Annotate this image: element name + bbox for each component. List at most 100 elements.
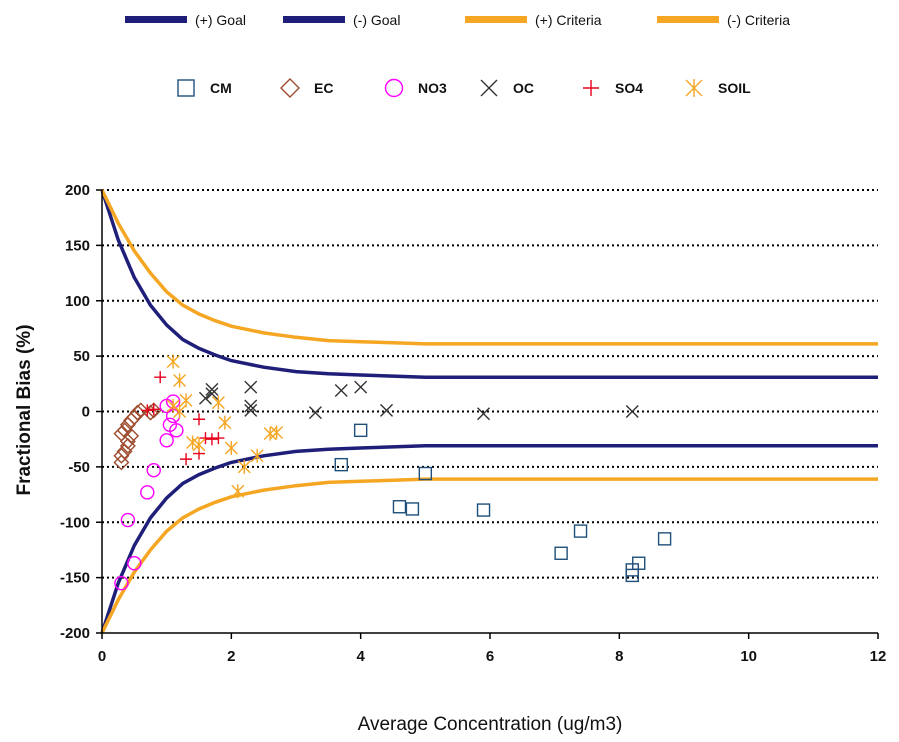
- x-axis-title: Average Concentration (ug/m3): [358, 714, 623, 735]
- legend-label-oc: OC: [513, 80, 534, 96]
- x-tick-label: 10: [740, 648, 757, 665]
- y-tick-label: -50: [68, 459, 90, 476]
- point-so4: [212, 432, 225, 445]
- y-tick-label: -150: [60, 570, 90, 587]
- point-so4: [193, 413, 205, 426]
- point-so4: [199, 432, 212, 445]
- point-soil: [166, 354, 180, 369]
- data-points: [113, 354, 672, 591]
- y-tick-label: -200: [60, 625, 90, 642]
- y-tick-label: 50: [73, 348, 90, 365]
- point-cm: [573, 524, 588, 538]
- point-so4: [147, 403, 160, 416]
- point-ec: [116, 422, 133, 439]
- x-tick-label: 8: [615, 648, 623, 665]
- point-soil: [192, 437, 206, 452]
- point-so4: [154, 371, 167, 384]
- legend: (+) Goal (-) Goal (+) Criteria (-) Criteria…: [125, 12, 790, 98]
- point-ec: [132, 402, 149, 419]
- series-cm: [334, 423, 672, 583]
- legend-label-line: (-) Goal: [353, 12, 400, 28]
- line-criteria: [100, 189, 878, 346]
- point-oc: [477, 407, 491, 421]
- y-tick-label: 0: [82, 404, 90, 421]
- legend-label-line: (+) Goal: [195, 12, 246, 28]
- legend-swatch-line: [465, 16, 527, 23]
- legend-swatch-line: [283, 16, 345, 23]
- legend-swatch-line: [657, 16, 719, 23]
- point-oc: [380, 403, 394, 417]
- point-ec: [113, 447, 130, 464]
- point-no3: [120, 512, 136, 528]
- point-no3: [146, 462, 161, 478]
- y-tick-label: 100: [65, 293, 90, 310]
- y-axis-title: Fractional Bias (%): [14, 324, 35, 495]
- point-soil: [231, 484, 245, 499]
- point-cm: [405, 502, 420, 516]
- point-cm: [353, 423, 368, 438]
- y-tick-label: 200: [65, 182, 90, 199]
- x-tick-label: 2: [227, 648, 235, 665]
- x-tick-label: 4: [356, 648, 365, 665]
- point-cm: [418, 466, 433, 481]
- point-so4: [180, 453, 193, 466]
- x-tick-label: 0: [98, 648, 106, 665]
- point-ec: [123, 427, 140, 444]
- legend-marker-no3: [384, 78, 404, 98]
- legend-label-no3: NO3: [418, 80, 447, 96]
- x-tick-label: 6: [486, 648, 494, 665]
- legend-label-cm: CM: [210, 80, 232, 96]
- legend-marker-ec: [280, 78, 300, 98]
- point-oc: [334, 383, 348, 397]
- legend-label-so4: SO4: [615, 80, 643, 96]
- point-oc: [244, 399, 258, 413]
- grid: [102, 189, 878, 579]
- point-soil: [179, 393, 193, 408]
- legend-swatch-line: [125, 16, 187, 23]
- point-no3: [114, 575, 129, 591]
- point-soil: [237, 459, 251, 474]
- tick-labels: 0 2 4 6 8 10 12 200 150 100 50 0 -50 -100 -150 -200: [60, 182, 886, 665]
- point-so4: [205, 433, 218, 446]
- legend-label-line: (-) Criteria: [727, 12, 790, 28]
- point-soil: [263, 426, 277, 441]
- point-no3: [162, 417, 178, 432]
- point-no3: [127, 556, 142, 571]
- point-oc: [198, 391, 212, 405]
- legend-marker-cm: [177, 79, 195, 97]
- y-tick-label: 150: [65, 237, 90, 254]
- series-soil: [166, 354, 284, 499]
- point-so4: [141, 404, 154, 417]
- point-ec: [113, 454, 130, 471]
- series-ec: [113, 402, 162, 471]
- point-cm: [632, 556, 646, 570]
- point-soil: [218, 415, 232, 430]
- point-oc: [308, 406, 322, 420]
- point-oc: [625, 405, 639, 418]
- point-ec: [113, 425, 130, 442]
- legend-label-line: (+) Criteria: [535, 12, 602, 28]
- x-tick-label: 12: [870, 648, 887, 665]
- legend-marker-soil: [685, 79, 703, 97]
- point-cm: [334, 457, 348, 472]
- point-soil: [224, 441, 238, 456]
- point-no3: [140, 485, 155, 500]
- point-cm: [392, 500, 407, 514]
- legend-label-soil: SOIL: [718, 80, 751, 96]
- criteria-goal-lines: [100, 189, 878, 634]
- point-soil: [211, 395, 225, 410]
- legend-label-ec: EC: [314, 80, 333, 96]
- point-cm: [657, 532, 672, 546]
- legend-marker-so4: [583, 80, 599, 96]
- point-soil: [270, 425, 284, 440]
- point-oc: [205, 387, 219, 401]
- point-no3: [159, 433, 174, 448]
- line-criteria: [100, 477, 878, 634]
- series-oc: [198, 380, 639, 421]
- point-cm: [554, 546, 568, 560]
- point-oc: [205, 382, 219, 396]
- series-so4: [141, 371, 225, 466]
- point-oc: [354, 380, 368, 394]
- point-soil: [250, 448, 264, 463]
